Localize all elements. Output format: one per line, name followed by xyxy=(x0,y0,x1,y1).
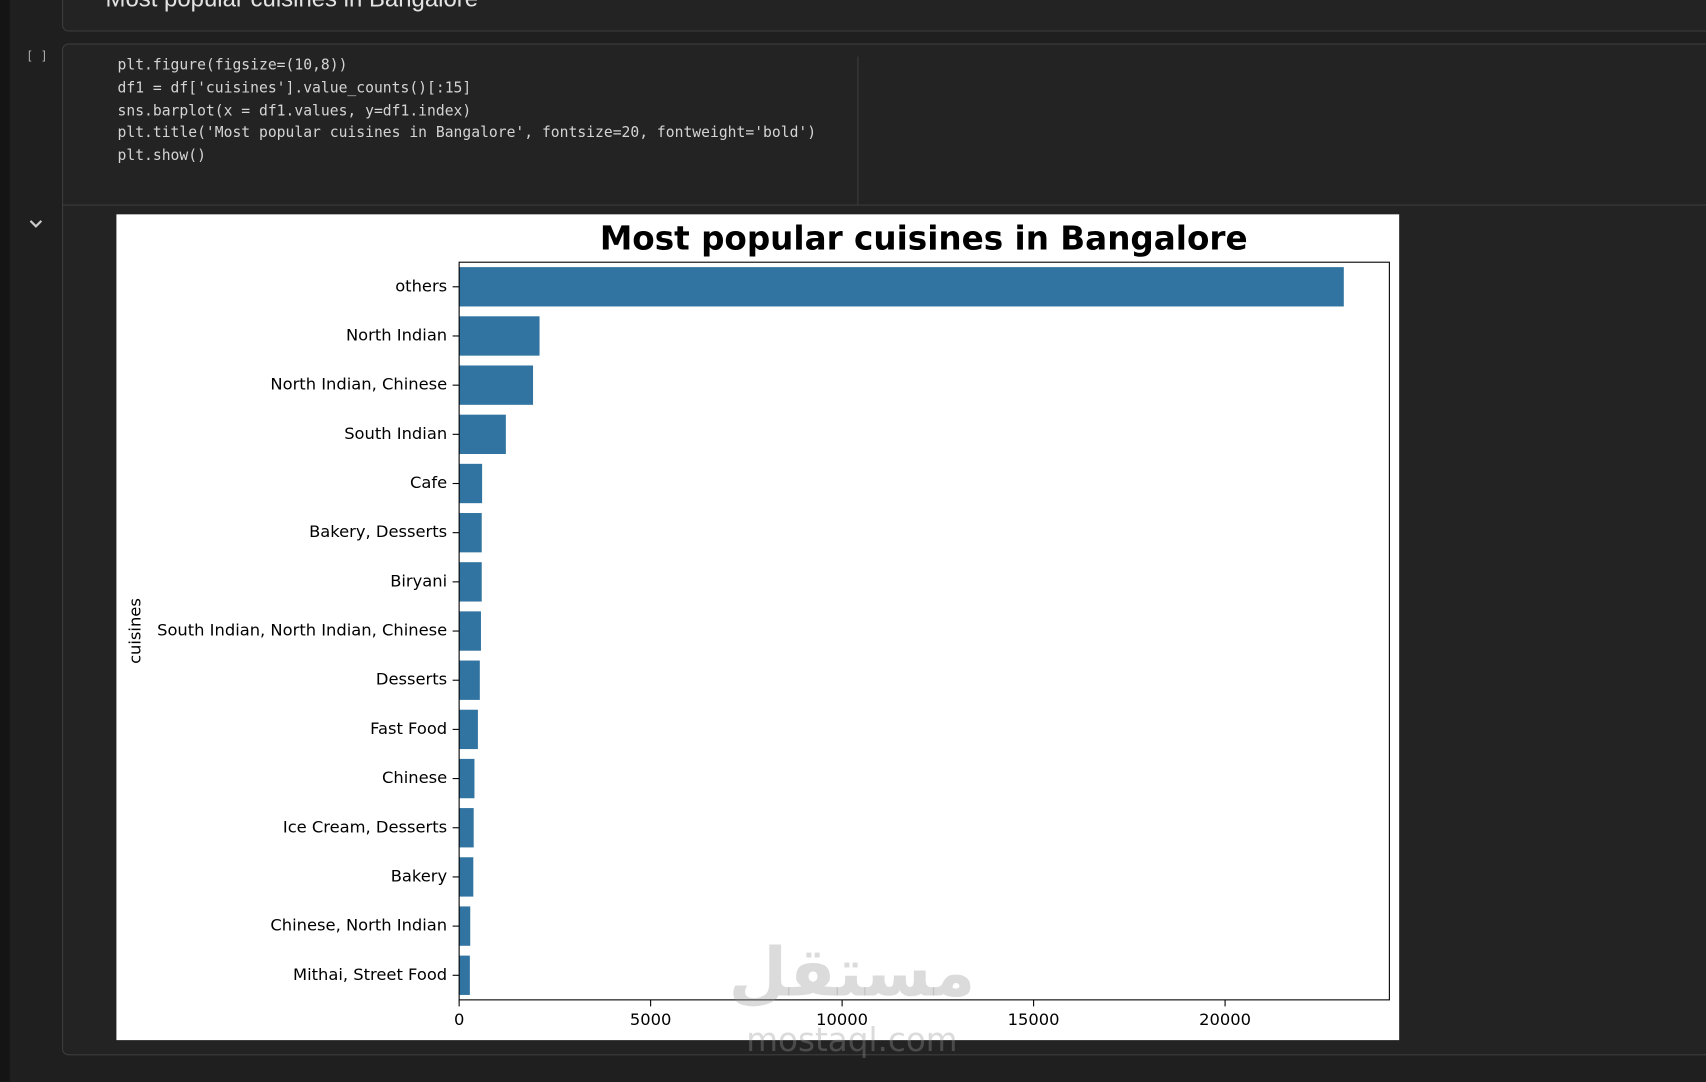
y-tick-label: Bakery xyxy=(391,866,448,885)
y-tick-label: Cafe xyxy=(410,473,447,492)
y-tick-label: Chinese xyxy=(382,768,447,787)
y-tick-label: Biryani xyxy=(390,571,447,590)
bar xyxy=(459,316,540,356)
bar xyxy=(459,562,482,602)
bar xyxy=(459,267,1344,307)
bar xyxy=(459,611,481,651)
y-tick-label: others xyxy=(395,276,447,295)
y-tick-label: South Indian, North Indian, Chinese xyxy=(157,621,447,640)
bar xyxy=(459,365,534,405)
y-tick-label: Chinese, North Indian xyxy=(270,916,447,935)
bar xyxy=(459,906,471,946)
y-tick-label: South Indian xyxy=(344,424,447,443)
bar xyxy=(459,660,480,700)
y-tick-label: Fast Food xyxy=(370,719,447,738)
code-line[interactable]: df1 = df['cuisines'].value_counts()[:15] xyxy=(117,79,472,97)
side-strip xyxy=(0,0,10,1082)
heading-cell[interactable] xyxy=(62,0,1706,32)
y-tick-label: North Indian xyxy=(346,325,447,344)
y-tick-label: Bakery, Desserts xyxy=(309,522,447,541)
cell-prompt[interactable]: [ ] xyxy=(26,48,48,64)
divider xyxy=(63,204,1706,206)
code-line[interactable]: plt.figure(figsize=(10,8)) xyxy=(117,56,348,74)
code-line[interactable]: plt.show() xyxy=(117,146,206,165)
bar xyxy=(459,463,483,504)
bar xyxy=(459,414,506,455)
heading-text: Most popular cuisines in Bangalore xyxy=(106,0,479,13)
bar xyxy=(459,857,474,897)
x-tick-label: 0 xyxy=(454,1010,464,1029)
bar xyxy=(459,709,478,750)
bar xyxy=(459,513,482,553)
bar xyxy=(459,808,474,848)
collapse-chevron[interactable] xyxy=(27,217,44,232)
code-line[interactable]: sns.barplot(x = df1.values, y=df1.index) xyxy=(117,102,472,120)
divider xyxy=(857,56,859,205)
axes-frame xyxy=(458,261,1390,1001)
y-tick-label: Ice Cream, Desserts xyxy=(283,817,447,836)
y-tick-label: Desserts xyxy=(376,670,447,689)
chart-title: Most popular cuisines in Bangalore xyxy=(600,219,1248,257)
y-tick-label: North Indian, Chinese xyxy=(270,375,447,394)
y-axis-label: cuisines xyxy=(126,598,145,664)
x-tick-label: 20000 xyxy=(1199,1010,1251,1029)
chart-background xyxy=(116,214,1400,1041)
x-tick-label: 15000 xyxy=(1008,1010,1060,1029)
code-line[interactable]: plt.title('Most popular cuisines in Bang… xyxy=(117,124,817,142)
y-tick-label: Mithai, Street Food xyxy=(293,965,447,984)
x-tick-label: 10000 xyxy=(816,1010,868,1029)
x-tick-label: 5000 xyxy=(630,1010,672,1029)
bar xyxy=(459,955,470,995)
bar xyxy=(459,758,475,799)
